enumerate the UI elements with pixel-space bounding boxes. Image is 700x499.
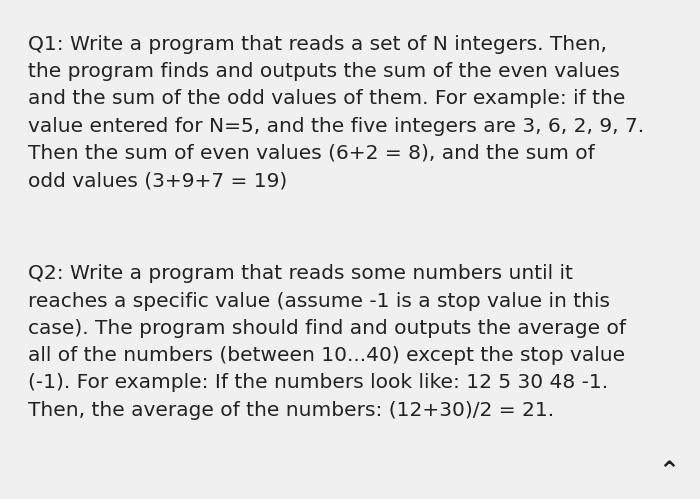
Text: Q2: Write a program that reads some numbers until it
reaches a specific value (a: Q2: Write a program that reads some numb… <box>28 264 626 420</box>
Text: Q1: Write a program that reads a set of N integers. Then,
the program finds and : Q1: Write a program that reads a set of … <box>28 35 644 190</box>
Text: ⌃: ⌃ <box>658 460 679 484</box>
